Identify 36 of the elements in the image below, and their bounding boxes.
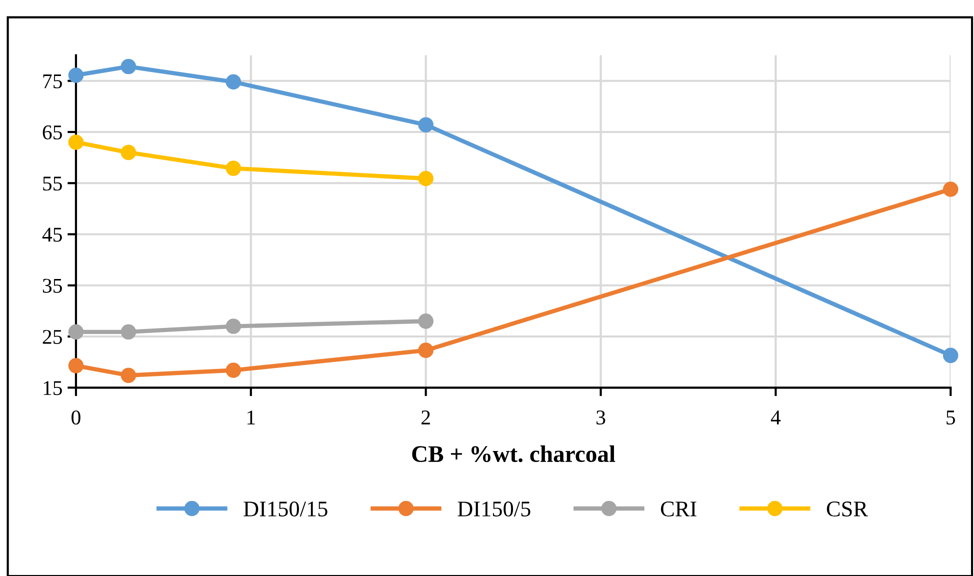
y-tick-label: 55 [43,176,62,191]
point [418,342,434,358]
x-axis-title: CB + %wt. charcoal [412,445,616,462]
y-tick-label: 35 [42,278,62,293]
point [68,134,84,150]
x-tick-label: 5 [946,410,956,425]
x-tick-label: 0 [72,410,80,425]
legend-label: CSR [826,502,868,516]
x-tick-label: 3 [596,410,606,425]
point [120,58,136,74]
point [68,324,84,340]
y-tick-label: 25 [42,330,62,344]
point [226,160,242,176]
legend-label: CRI [660,502,696,516]
point [418,117,434,132]
x-tick-label: 4 [770,410,781,424]
y-tick-label: 65 [42,125,62,140]
point [120,144,136,160]
point [226,74,242,90]
x-tick-label: 1 [248,410,255,424]
legend-label: DI150/15 [244,501,328,516]
point [68,358,84,374]
point [226,318,242,334]
point [226,362,242,378]
y-tick-label: 45 [42,228,62,242]
point [120,368,136,384]
point [418,314,434,329]
point [68,68,84,83]
point [942,182,958,197]
legend-label: DI150/5 [458,501,530,516]
point [120,324,136,340]
point [942,348,958,364]
y-tick-label: 75 [43,74,62,88]
x-tick-label: 2 [422,410,430,424]
y-tick-label: 15 [44,381,62,396]
point [418,170,434,186]
